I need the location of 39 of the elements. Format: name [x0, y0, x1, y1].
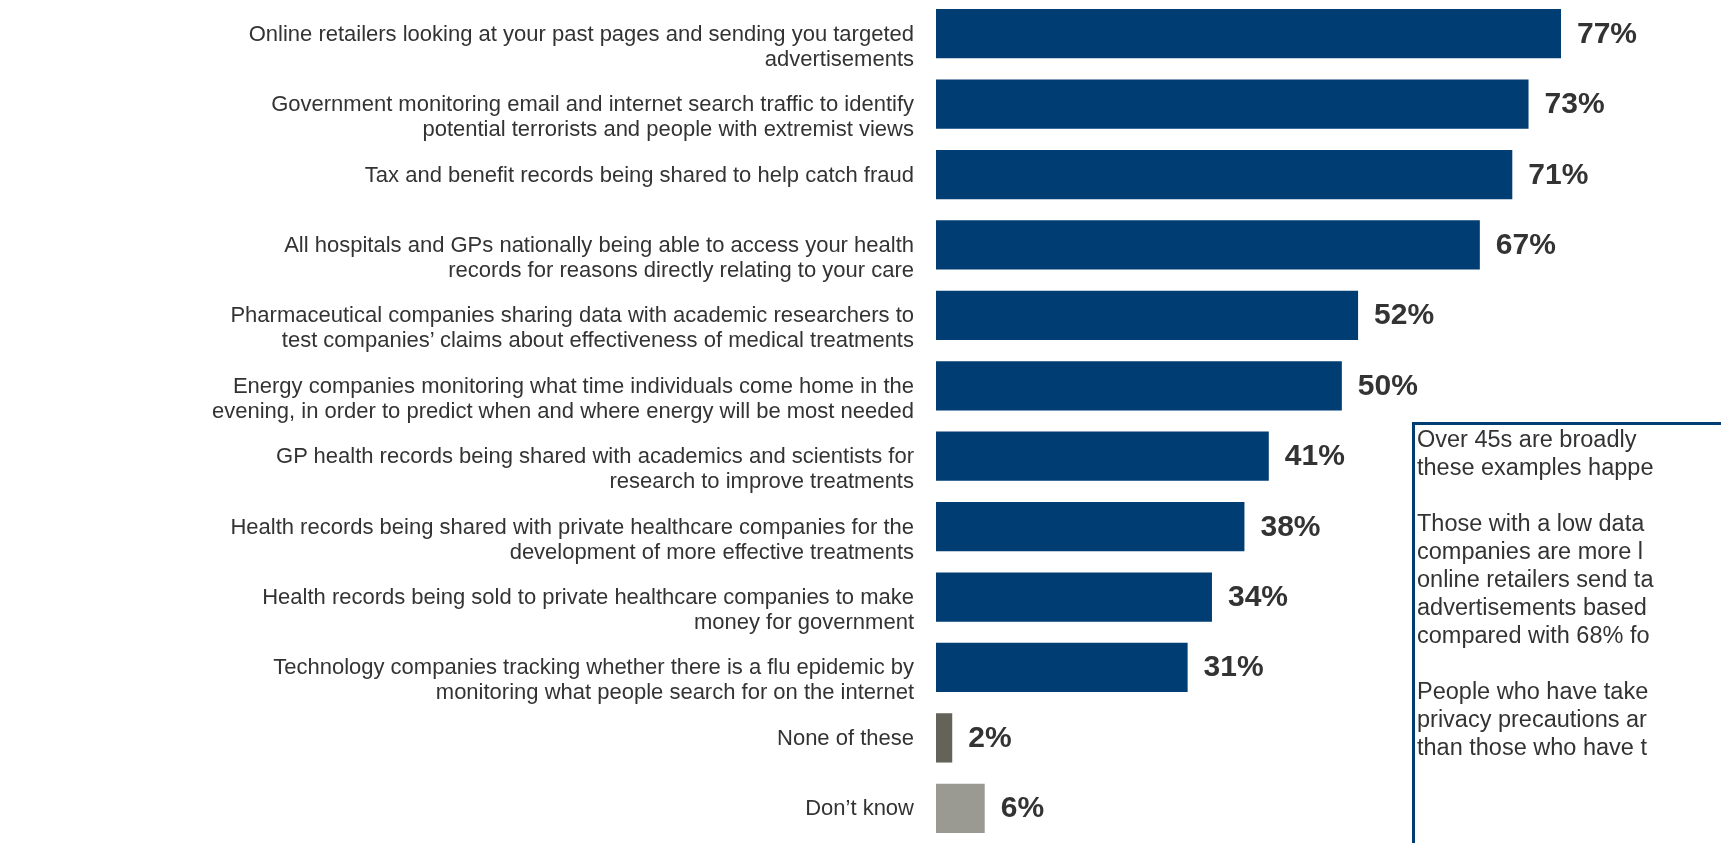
bar [936, 79, 1529, 129]
bar [936, 713, 953, 763]
y-tick-label: Health records being shared with private healthcare companies for the development of more effective treatments [230, 513, 914, 564]
y-tick-label: Government monitoring email and internet search traffic to identify potential terrorists and people with extremist views [271, 91, 914, 142]
data-label: 31% [1203, 649, 1264, 683]
bar [936, 361, 1342, 411]
y-tick-label: Health records being sold to private healthcare companies to make money for government [262, 584, 914, 635]
bar [936, 290, 1359, 341]
bar [936, 501, 1245, 552]
y-tick-label: All hospitals and GPs nationally being able to access your health records for reasons directly relating to your care [284, 231, 914, 282]
data-label: 50% [1357, 367, 1418, 401]
annotation: Those with a low data companies are more l online retailers send ta advertisements based compared with 68% fo [1417, 509, 1655, 649]
data-label: 77% [1577, 15, 1638, 49]
bar [936, 572, 1212, 622]
bar [936, 220, 1480, 270]
data-label: 67% [1495, 226, 1556, 260]
annotation: People who have take privacy precautions ar than those who have t [1417, 677, 1650, 761]
y-tick-label: Don’t know [805, 795, 915, 821]
y-tick-label: None of these [777, 724, 914, 750]
data-label: 38% [1260, 508, 1321, 542]
y-tick-label: Pharmaceutical companies sharing data with academic researchers to test companies’ claims about effectiveness of medical treatments [230, 302, 914, 353]
y-tick-label: Online retailers looking at your past pages and sending you targeted advertisements [248, 20, 914, 71]
y-tick-label: Technology companies tracking whether there is a flu epidemic by monitoring what people search for on the internet [273, 654, 914, 705]
annotation: Over 45s are broadly these examples happe [1417, 425, 1655, 481]
bar [936, 783, 985, 833]
data-label: 52% [1374, 297, 1435, 331]
bar [936, 9, 1561, 59]
y-tick-label: GP health records being shared with academics and scientists for research to improve treatments [276, 443, 914, 494]
data-label: 2% [968, 719, 1012, 753]
bar [936, 642, 1188, 693]
bar [936, 431, 1269, 481]
y-tick-label: Tax and benefit records being shared to help catch fraud [364, 161, 914, 187]
data-label: 6% [1000, 790, 1045, 824]
y-tick-label: Energy companies monitoring what time individuals come home in the evening, in order to predict when and where energy will be most needed [212, 372, 914, 423]
bar [936, 149, 1513, 200]
data-label: 73% [1544, 86, 1605, 120]
data-label: 71% [1528, 156, 1589, 190]
data-label: 41% [1284, 438, 1345, 472]
data-label: 34% [1227, 579, 1289, 613]
